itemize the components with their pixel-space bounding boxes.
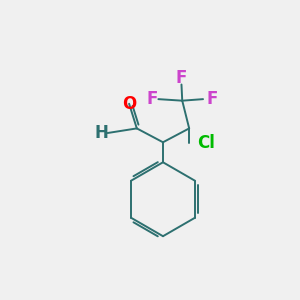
Text: H: H	[94, 124, 108, 142]
Text: F: F	[176, 69, 187, 87]
Text: O: O	[122, 95, 136, 113]
Text: F: F	[147, 90, 158, 108]
Text: F: F	[206, 90, 218, 108]
Text: Cl: Cl	[197, 134, 215, 152]
